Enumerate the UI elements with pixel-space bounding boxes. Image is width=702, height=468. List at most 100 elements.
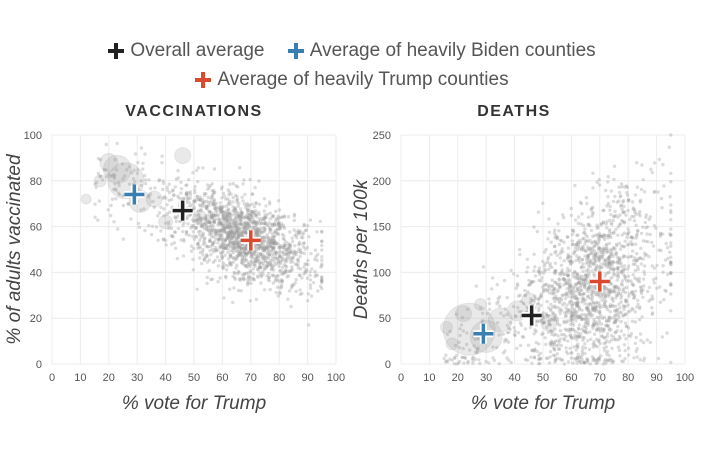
point (666, 256, 670, 261)
point (553, 318, 557, 322)
point (258, 229, 263, 233)
point (567, 329, 571, 334)
point (225, 218, 229, 223)
point (262, 246, 267, 250)
point (193, 188, 197, 192)
point (611, 245, 616, 250)
point (601, 221, 606, 225)
point (647, 299, 651, 303)
point (614, 293, 619, 297)
point (571, 286, 575, 290)
point (669, 208, 673, 213)
point (445, 333, 450, 337)
point (612, 285, 616, 289)
point (238, 222, 242, 226)
point (237, 243, 241, 247)
point (245, 223, 249, 228)
point (584, 330, 588, 334)
point (238, 250, 243, 255)
point (114, 188, 119, 192)
point (263, 259, 268, 264)
point (581, 299, 585, 303)
point (172, 241, 177, 245)
point (586, 294, 590, 298)
point (218, 210, 223, 214)
point (95, 180, 99, 185)
point (282, 243, 286, 248)
point (561, 303, 565, 307)
point (529, 355, 533, 359)
point (274, 217, 278, 221)
point (591, 186, 595, 190)
point (201, 166, 205, 170)
point (629, 240, 633, 244)
point (613, 337, 617, 342)
point (259, 281, 263, 285)
point (556, 339, 560, 343)
point (585, 238, 589, 243)
point (583, 342, 587, 346)
point (669, 255, 673, 259)
y-tick-label: 100 (24, 130, 42, 142)
point (201, 201, 206, 205)
point (106, 172, 111, 176)
point (270, 266, 274, 271)
point (259, 252, 263, 257)
point (150, 224, 155, 228)
point (308, 286, 313, 290)
point (251, 256, 255, 260)
point (608, 259, 613, 264)
point (265, 223, 269, 227)
point (235, 229, 240, 233)
point (585, 234, 589, 239)
point (184, 230, 189, 234)
point (205, 183, 210, 187)
point (220, 240, 224, 245)
point (528, 325, 533, 330)
point (613, 290, 617, 294)
point (209, 228, 214, 233)
point (243, 255, 247, 260)
point (209, 277, 213, 282)
point (552, 340, 557, 345)
point (584, 277, 588, 281)
point (241, 250, 245, 254)
point (274, 251, 279, 255)
point (576, 256, 581, 260)
point (224, 216, 228, 220)
point (264, 215, 268, 220)
point (608, 288, 613, 292)
cross-icon-overall (108, 43, 125, 59)
point (545, 288, 549, 292)
point (507, 326, 511, 331)
point (544, 282, 549, 286)
point (495, 301, 499, 306)
point (320, 239, 324, 244)
point (538, 357, 542, 361)
point (229, 253, 233, 257)
point (590, 298, 594, 302)
point (220, 255, 224, 259)
point (537, 297, 541, 301)
point (623, 267, 627, 272)
point (247, 250, 251, 254)
point (574, 295, 578, 299)
point (263, 226, 267, 231)
point (594, 260, 598, 264)
point (662, 298, 666, 302)
point (541, 201, 545, 205)
point (589, 284, 593, 289)
point (573, 307, 577, 311)
point (167, 210, 172, 214)
point (556, 222, 560, 226)
point (607, 293, 611, 297)
point (569, 327, 573, 332)
point (560, 308, 564, 313)
point (577, 355, 582, 360)
point (607, 262, 612, 266)
point (531, 298, 536, 303)
point (597, 301, 601, 305)
point (258, 265, 263, 270)
point (557, 242, 561, 247)
point (214, 248, 218, 252)
